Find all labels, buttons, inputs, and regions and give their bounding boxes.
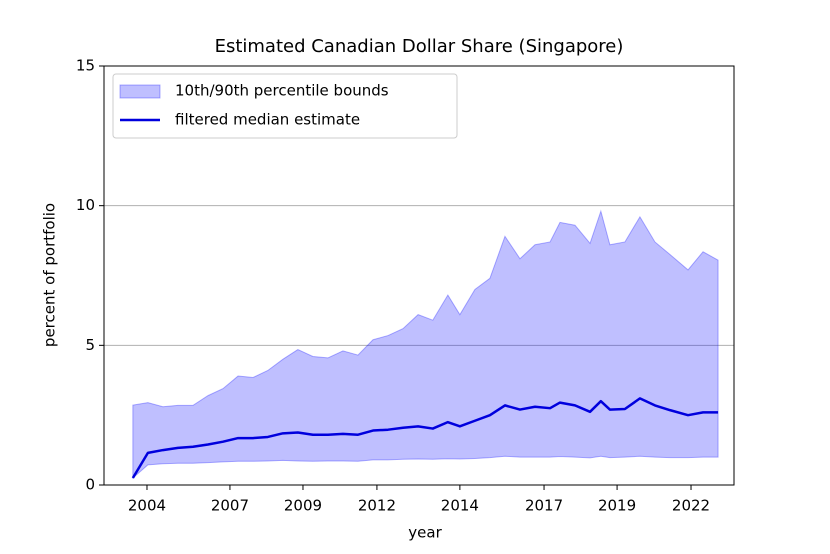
y-tick-label: 15 — [76, 57, 95, 75]
y-tick-label: 5 — [85, 336, 95, 354]
x-tick-label: 2022 — [672, 497, 710, 515]
plot-frame — [103, 65, 735, 486]
y-tick-label: 10 — [76, 196, 95, 214]
x-tick-label: 2017 — [525, 497, 563, 515]
legend-label: 10th/90th percentile bounds — [175, 82, 389, 100]
y-axis-label: percent of portfolio — [41, 203, 59, 347]
x-tick-label: 2012 — [358, 497, 396, 515]
x-axis-label: year — [408, 524, 442, 542]
y-tick-label: 0 — [85, 476, 95, 494]
x-tick-label: 2014 — [441, 497, 479, 515]
chart-title: Estimated Canadian Dollar Share (Singapo… — [215, 36, 624, 57]
x-tick-label: 2004 — [128, 497, 166, 515]
x-tick-label: 2007 — [211, 497, 249, 515]
x-tick-label: 2009 — [284, 497, 322, 515]
percentile-band — [132, 209, 719, 480]
median-line — [131, 397, 719, 479]
legend-label: filtered median estimate — [175, 111, 360, 129]
x-tick-label: 2019 — [598, 497, 636, 515]
legend-box — [112, 73, 458, 139]
legend-swatch — [119, 84, 161, 99]
